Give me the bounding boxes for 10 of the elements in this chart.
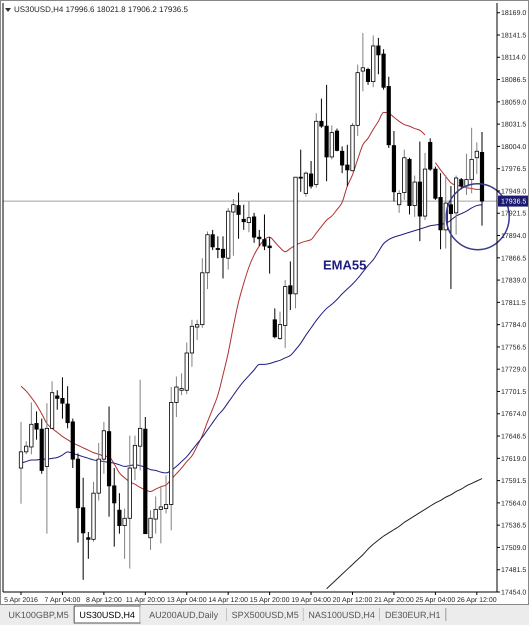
line-series — [326, 478, 482, 590]
series-label: EMA55 — [322, 258, 366, 273]
text: UK100GBP,M5 — [8, 610, 69, 620]
text: DE30EUR,H1 — [385, 610, 441, 620]
text: US30USD,H4 — [79, 610, 135, 620]
text: SPX500USD,M5 — [232, 610, 299, 620]
text: AU200AUD,Daily — [149, 610, 219, 620]
candlestick — [397, 190, 402, 214]
text: NAS100USD,H4 — [308, 610, 375, 620]
chart-title: US30USD,H4 17996.6 18021.8 17906.2 17936.5 — [14, 5, 188, 14]
